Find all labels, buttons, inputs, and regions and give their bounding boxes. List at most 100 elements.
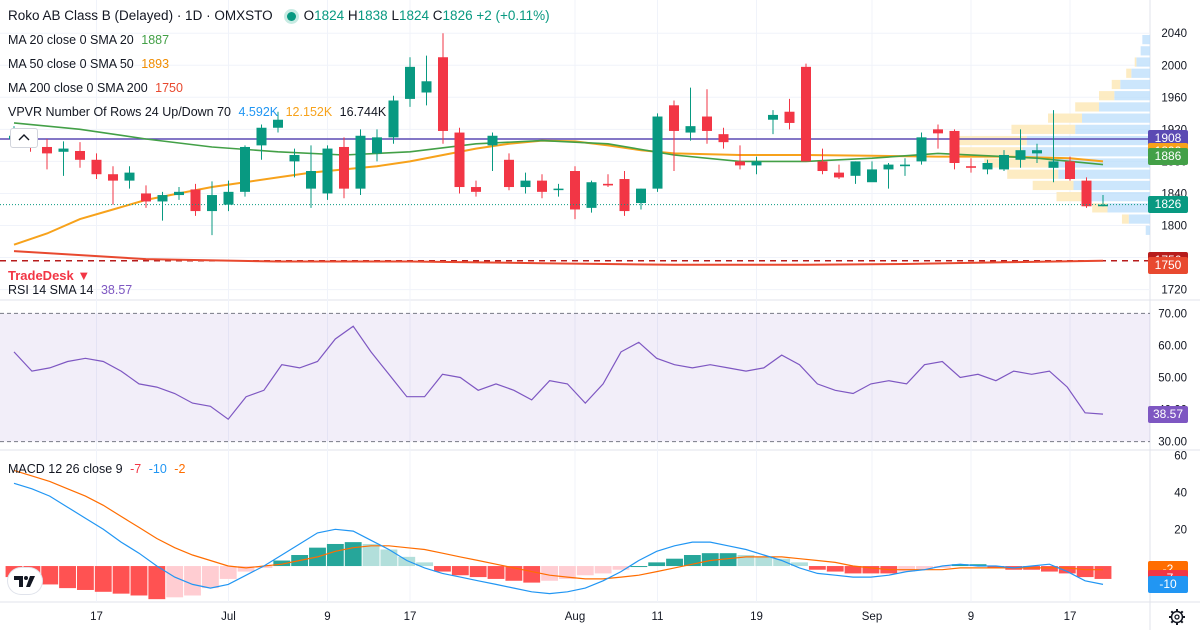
candle-body: [751, 161, 762, 166]
rsi-tick-label: 70.00: [1158, 308, 1187, 320]
vpvr-label: VPVR Number Of Rows 24 Up/Down 70: [8, 105, 232, 119]
candle-body: [916, 137, 927, 162]
x-tick-label: Sep: [862, 611, 882, 623]
candle-body: [702, 116, 712, 131]
candle-body: [438, 57, 448, 131]
candle-body: [240, 146, 250, 192]
vpvr-up-bar: [1099, 91, 1115, 101]
macd-hist-bar: [41, 566, 59, 585]
vpvr-down-bar: [1140, 46, 1150, 56]
settings-gear-icon[interactable]: [1167, 607, 1187, 627]
vpvr-up-bar: [984, 158, 1053, 168]
symbol-title[interactable]: Roko AB Class B (Delayed) · 1D · OMXSTO: [8, 8, 273, 23]
candle-body: [636, 188, 646, 204]
open-key: O: [303, 8, 315, 23]
macd-signal-line: [13, 469, 1103, 580]
x-tick-label: 19: [750, 611, 763, 623]
rsi-value-label: 38.57: [1148, 405, 1188, 423]
vpvr-up-bar: [949, 147, 1023, 157]
triangle-down-icon: ▼: [77, 268, 91, 283]
macd-hist-value: -7: [130, 462, 142, 476]
x-tick-label: 11: [652, 611, 664, 623]
macd-hist-bar: [576, 566, 594, 576]
x-tick-label: 17: [90, 611, 103, 623]
candle-body: [339, 146, 349, 189]
macd-hist-bar: [630, 566, 648, 568]
legend-vpvr[interactable]: VPVR Number Of Rows 24 Up/Down 70 4.592K…: [8, 105, 390, 119]
candle-body: [537, 180, 547, 192]
candle-body: [141, 193, 151, 202]
x-tick-label: Jul: [221, 611, 236, 623]
candle-body: [322, 148, 333, 194]
legend-ma20[interactable]: MA 20 close 0 SMA 20 1887: [8, 33, 173, 47]
price-tick-label: 1960: [1161, 92, 1187, 104]
vpvr-down-value: 12.152K: [285, 105, 333, 119]
candle-body: [768, 114, 778, 120]
candle-body: [487, 135, 498, 146]
macd-hist-bar: [737, 555, 755, 567]
vpvr-down-bar: [1136, 57, 1150, 67]
vpvr-down-bar: [1120, 79, 1150, 90]
candle-body: [520, 180, 531, 188]
vpvr-down-bar: [1107, 203, 1150, 213]
macd-hist-bar: [987, 566, 1005, 568]
candle-body: [355, 135, 366, 189]
macd-hist-bar: [112, 566, 130, 594]
vpvr-up-bar: [1121, 214, 1129, 224]
tradingview-logo-icon[interactable]: [8, 568, 42, 594]
legend-ma50[interactable]: MA 50 close 0 SMA 50 1893: [8, 57, 173, 71]
macd-hist-bar: [451, 566, 469, 576]
x-tick-label: 17: [404, 611, 417, 623]
candle-body: [570, 171, 580, 210]
price-tick-label: 1800: [1161, 220, 1187, 232]
macd-hist-bar: [505, 566, 523, 581]
candle-body: [1032, 150, 1042, 154]
rsi-label: RSI 14 SMA 14: [8, 283, 94, 297]
macd-hist-bar: [916, 566, 933, 570]
candle-body: [1048, 161, 1059, 168]
macd-hist-bar: [434, 566, 451, 572]
macd-hist-bar: [76, 566, 94, 590]
macd-hist-bar: [594, 566, 612, 574]
ma20-label: MA 20 close 0 SMA 20: [8, 33, 134, 47]
candle-body: [256, 127, 267, 146]
macd-hist-bar: [648, 562, 666, 567]
macd-tick-label: 40: [1174, 487, 1187, 499]
chart-header: Roko AB Class B (Delayed) · 1D · OMXSTO O…: [8, 8, 550, 23]
price-tick-label: 1720: [1161, 285, 1187, 297]
macd-hist-bar: [844, 566, 862, 574]
candle-body: [553, 188, 564, 191]
legend-rsi[interactable]: RSI 14 SMA 14 38.57: [8, 283, 136, 297]
ma20-line: [13, 122, 1104, 166]
rsi-tick-label: 50.00: [1158, 373, 1187, 385]
candle-body: [471, 187, 481, 192]
macd-hist-bar: [719, 553, 737, 567]
close-key: C: [432, 8, 443, 23]
high-value: 1838: [357, 8, 388, 23]
macd-hist-bar: [487, 566, 505, 579]
macd-hist-bar: [94, 566, 112, 592]
market-status-dot-icon: [286, 12, 296, 21]
collapse-legend-button[interactable]: [10, 128, 38, 148]
vpvr-down-bar: [1073, 180, 1150, 191]
event-marker[interactable]: TradeDesk ▼: [8, 268, 90, 283]
candle-body: [504, 159, 514, 188]
tv-mark-icon: [14, 576, 35, 587]
legend-ma200[interactable]: MA 200 close 0 SMA 200 1750: [8, 81, 187, 95]
candle-body: [1098, 204, 1108, 207]
price-label-1886: 1886: [1148, 148, 1188, 166]
vpvr-up-bar: [1011, 124, 1076, 134]
vpvr-up-bar: [1007, 169, 1059, 179]
macd-hist-bar: [683, 555, 701, 567]
candle-body: [190, 189, 201, 212]
vpvr-down-bar: [1090, 192, 1150, 202]
macd-hist-bar: [130, 566, 148, 596]
candle-body: [949, 130, 960, 163]
legend-macd[interactable]: MACD 12 26 close 9 -7 -10 -2: [8, 462, 189, 476]
rsi-value: 38.57: [100, 283, 133, 297]
candle-body: [685, 126, 696, 133]
chevron-up-icon: [18, 134, 30, 141]
macd-hist-bar: [755, 556, 773, 567]
macd-label-10: -10: [1148, 575, 1188, 593]
